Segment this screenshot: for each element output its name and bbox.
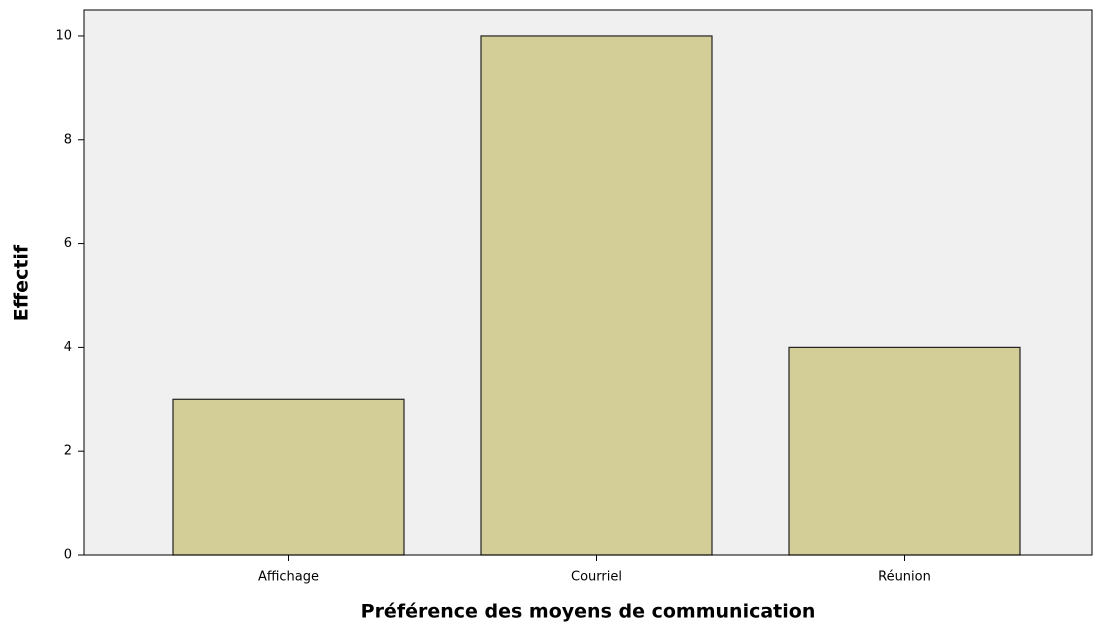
- y-axis-title: Effectif: [11, 244, 33, 321]
- x-tick-label: Réunion: [878, 570, 931, 585]
- y-tick-label: 8: [64, 132, 72, 147]
- x-tick-label: Courriel: [571, 570, 622, 585]
- y-tick-label: 4: [64, 340, 72, 355]
- x-axis-title: Préférence des moyens de communication: [361, 601, 816, 623]
- y-tick-label: 6: [64, 236, 72, 251]
- bar: [172, 398, 405, 556]
- y-tick-label: 0: [64, 548, 72, 563]
- bar: [480, 35, 713, 556]
- y-tick-label: 2: [64, 444, 72, 459]
- bar: [788, 346, 1021, 556]
- x-tick-label: Affichage: [258, 570, 319, 585]
- y-tick-label: 10: [55, 28, 72, 43]
